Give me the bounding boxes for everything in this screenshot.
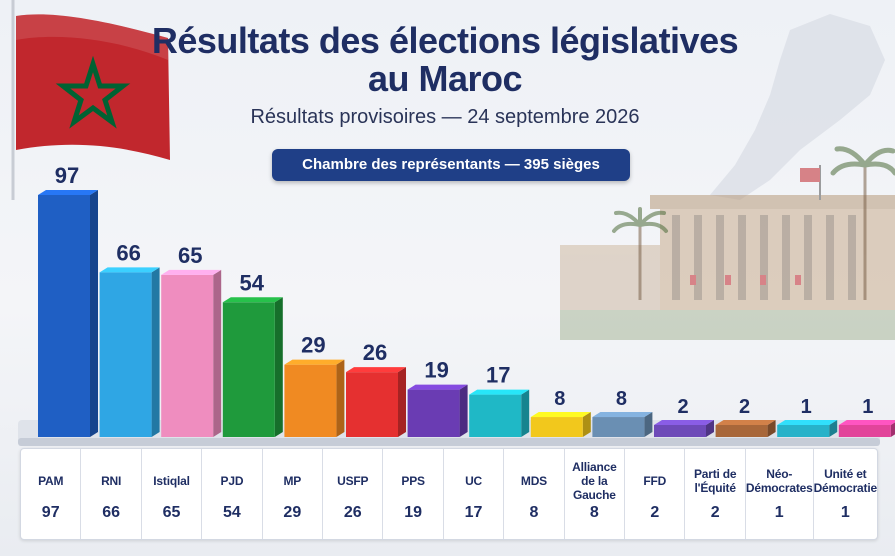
page-title: Résultats des élections législatives bbox=[151, 20, 739, 61]
table-column: Istiqlal 65 bbox=[142, 449, 203, 539]
chamber-badge: Chambre des représentants — 395 sièges bbox=[272, 149, 630, 181]
table-column: Parti de l'Équité 2 bbox=[685, 449, 746, 539]
table-column: PJD 54 bbox=[202, 449, 263, 539]
party-name: Unité et Démocratie bbox=[813, 467, 878, 495]
table-column: Unité et Démocratie 1 bbox=[813, 449, 878, 539]
party-name: USFP bbox=[337, 474, 369, 488]
table-column: PAM 97 bbox=[21, 449, 82, 539]
bar-ffd bbox=[654, 420, 714, 437]
table-column: MDS 8 bbox=[504, 449, 565, 539]
bar-rni bbox=[99, 267, 160, 437]
bar-value-label: 19 bbox=[424, 358, 448, 383]
table-column: MP 29 bbox=[263, 449, 324, 539]
table-column: Néo- Démocrates 1 bbox=[746, 449, 814, 539]
seat-count: 29 bbox=[283, 504, 302, 521]
bar-value-label: 1 bbox=[801, 396, 812, 418]
party-name: PPS bbox=[401, 474, 425, 488]
bar-néo--démocrates bbox=[777, 420, 838, 437]
bar-unité-et-démocratie bbox=[838, 420, 895, 437]
bar-value-label: 17 bbox=[486, 363, 510, 388]
results-table: PAM 97 RNI 66 Istiqlal 65 PJD 54 MP 29 USFP 26 PPS 19… bbox=[20, 448, 878, 540]
bar-parti-de-l'équité bbox=[715, 420, 776, 437]
party-name: MP bbox=[283, 474, 302, 488]
party-name: MDS bbox=[520, 474, 547, 488]
party-name: RNI bbox=[101, 474, 122, 488]
bar-value-label: 2 bbox=[677, 396, 688, 418]
bar-mp bbox=[284, 359, 345, 437]
seat-count: 1 bbox=[774, 504, 784, 521]
bar-value-label: 8 bbox=[554, 388, 565, 410]
party-name: FFD bbox=[643, 474, 667, 488]
party-name: Néo- Démocrates bbox=[745, 467, 813, 495]
party-name: Parti de l'Équité bbox=[693, 467, 737, 495]
bar-pam bbox=[38, 190, 98, 437]
page-subtitle: Résultats provisoires — 24 septembre 202… bbox=[250, 106, 640, 128]
table-column: UC 17 bbox=[444, 449, 505, 539]
bar-value-label: 29 bbox=[301, 333, 325, 358]
seat-count: 2 bbox=[710, 504, 720, 521]
bar-uc bbox=[469, 389, 530, 437]
bar-value-label: 66 bbox=[116, 240, 140, 265]
seat-count: 65 bbox=[162, 504, 181, 521]
party-name: Istiqlal bbox=[153, 474, 190, 488]
bar-value-label: 8 bbox=[616, 388, 627, 410]
seat-count: 1 bbox=[840, 504, 850, 521]
party-name: PAM bbox=[38, 474, 64, 488]
bar-value-label: 97 bbox=[55, 163, 79, 188]
bar-usfp bbox=[346, 367, 406, 437]
table-column: RNI 66 bbox=[81, 449, 142, 539]
bar-istiqlal bbox=[161, 269, 222, 437]
palm-tree-icon bbox=[612, 146, 895, 300]
map-silhouette-icon bbox=[710, 14, 885, 200]
party-name: Alliance de la Gauche bbox=[572, 460, 617, 502]
table-column: FFD 2 bbox=[625, 449, 686, 539]
seat-count: 54 bbox=[223, 504, 241, 521]
bar-pjd bbox=[222, 297, 283, 437]
parliament-building-icon bbox=[560, 165, 895, 340]
bar-mds bbox=[530, 412, 591, 437]
bar-value-label: 2 bbox=[739, 396, 750, 418]
header: Résultats des élections législatives au … bbox=[150, 22, 740, 129]
seat-count: 97 bbox=[41, 504, 60, 521]
party-name: PJD bbox=[220, 474, 244, 488]
seat-count: 26 bbox=[343, 504, 362, 521]
page-title-line2: au Maroc bbox=[367, 58, 523, 99]
seat-count: 19 bbox=[404, 504, 423, 521]
bar-value-label: 65 bbox=[178, 243, 202, 268]
seat-count: 8 bbox=[529, 504, 539, 521]
morocco-flag-icon bbox=[16, 14, 170, 161]
bar-value-label: 1 bbox=[862, 396, 873, 418]
table-column: Alliance de la Gauche 8 bbox=[565, 449, 626, 539]
bar-value-label: 26 bbox=[363, 340, 387, 365]
seat-count: 8 bbox=[589, 504, 599, 521]
bar-value-label: 54 bbox=[240, 270, 265, 295]
party-name: UC bbox=[465, 474, 483, 488]
bar-alliance-de-la-gauche bbox=[592, 412, 653, 437]
seat-count: 17 bbox=[464, 504, 483, 521]
seat-count: 2 bbox=[650, 504, 660, 521]
bar-pps bbox=[407, 384, 468, 437]
seat-count: 66 bbox=[102, 504, 120, 521]
table-column: PPS 19 bbox=[383, 449, 444, 539]
table-column: USFP 26 bbox=[323, 449, 384, 539]
